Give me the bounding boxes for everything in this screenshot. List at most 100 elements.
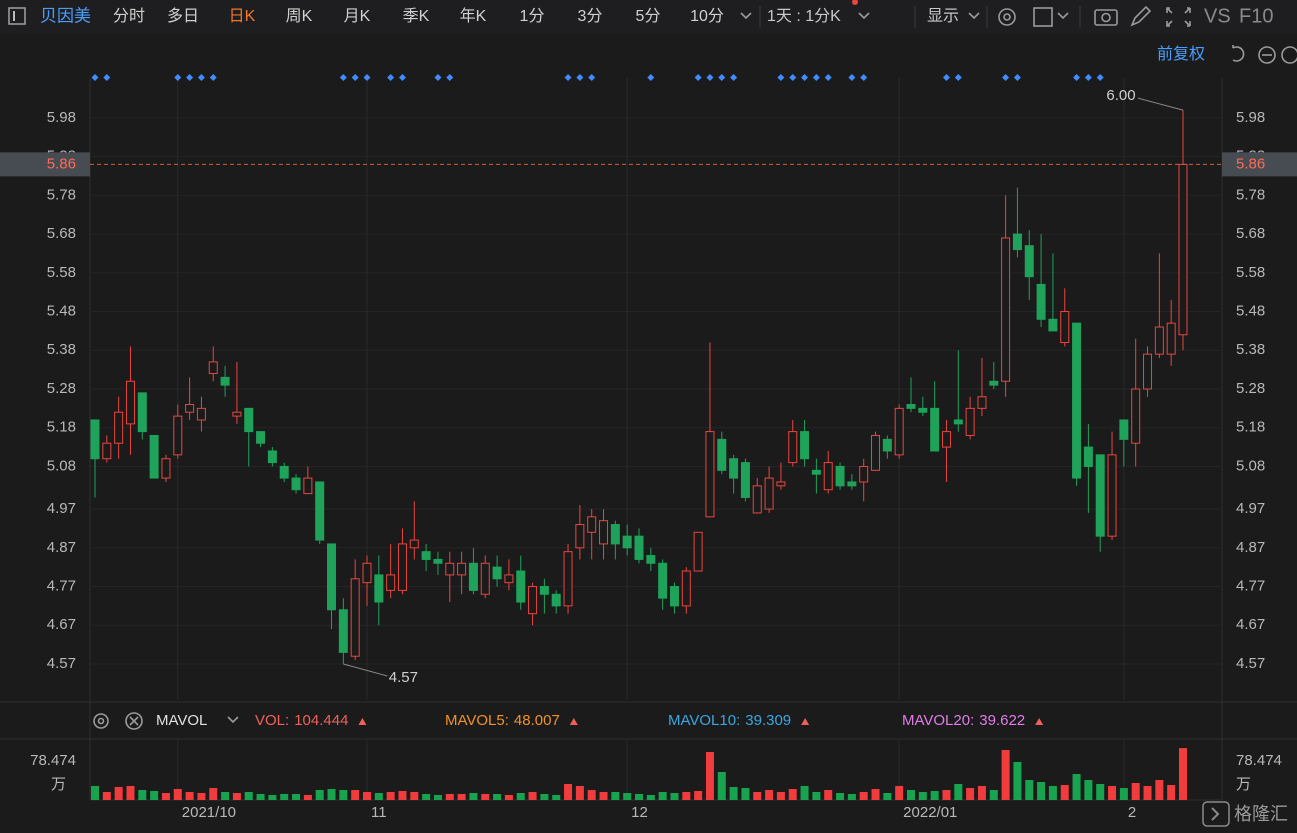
period-tab[interactable]: 季K	[403, 7, 430, 25]
event-marker[interactable]	[103, 74, 111, 81]
period-tab[interactable]: 10分	[690, 7, 724, 25]
event-marker[interactable]	[91, 74, 99, 81]
event-marker[interactable]	[954, 74, 962, 81]
candle-body	[1131, 388, 1141, 444]
period-tab[interactable]: 月K	[344, 8, 371, 25]
volume-bar	[504, 794, 513, 800]
event-marker[interactable]	[706, 74, 714, 81]
fullscreen-button[interactable]	[1166, 7, 1191, 27]
period-more[interactable]	[740, 12, 752, 20]
period-tab[interactable]: 多日	[167, 7, 199, 25]
event-marker[interactable]	[789, 74, 797, 81]
candle-body	[1024, 245, 1034, 278]
period-tab[interactable]: 日K	[229, 8, 256, 25]
volume-bar	[185, 791, 194, 800]
event-marker[interactable]	[694, 74, 702, 81]
candle-body	[1107, 454, 1117, 537]
event-marker[interactable]	[197, 74, 205, 81]
event-marker[interactable]	[812, 74, 820, 81]
current-price-box	[0, 152, 90, 177]
event-marker[interactable]	[363, 74, 371, 81]
zoom-out-button[interactable]	[1258, 46, 1276, 64]
period-tab[interactable]: 1分	[520, 7, 545, 25]
volume-bar	[788, 789, 797, 800]
draw-button[interactable]	[1130, 5, 1152, 27]
volume-bar	[1155, 780, 1164, 800]
vs-button[interactable]: VS	[1204, 5, 1231, 27]
volume-bar	[516, 792, 525, 800]
candle-body	[208, 361, 218, 375]
event-marker[interactable]	[942, 74, 950, 81]
candle-body	[114, 411, 124, 444]
candle-body	[847, 481, 857, 487]
volume-bar	[765, 790, 774, 800]
volume-bar	[292, 793, 301, 800]
settings-button[interactable]	[998, 8, 1016, 26]
candle-body	[1048, 318, 1058, 332]
volume-bar	[599, 791, 608, 800]
event-marker[interactable]	[1096, 74, 1104, 81]
candle-body	[386, 574, 396, 591]
event-marker[interactable]	[1002, 74, 1010, 81]
event-marker[interactable]	[801, 74, 809, 81]
volume-close[interactable]	[125, 712, 143, 730]
period-tab[interactable]: 5分	[636, 7, 661, 25]
candle-body	[504, 574, 514, 584]
zoom-in-button[interactable]	[1281, 46, 1297, 64]
candle-body	[232, 411, 242, 417]
event-marker[interactable]	[647, 74, 655, 81]
event-marker[interactable]	[387, 74, 395, 81]
event-marker[interactable]	[718, 74, 726, 81]
indicator-value: 39.309	[745, 712, 791, 729]
event-marker[interactable]	[339, 74, 347, 81]
volume-bar	[729, 786, 738, 800]
event-marker[interactable]	[860, 74, 868, 81]
event-marker[interactable]	[434, 74, 442, 81]
event-marker[interactable]	[174, 74, 182, 81]
volume-bar	[410, 791, 419, 800]
candle-body	[362, 562, 372, 584]
event-marker[interactable]	[1073, 74, 1081, 81]
volume-bar	[1131, 782, 1140, 800]
period-tab[interactable]: 分时	[113, 7, 145, 25]
sidebar-toggle[interactable]	[8, 7, 26, 25]
event-marker[interactable]	[398, 74, 406, 81]
candle-body	[800, 431, 810, 460]
f10-button[interactable]: F10	[1239, 5, 1273, 27]
event-marker[interactable]	[1013, 74, 1021, 81]
event-marker[interactable]	[209, 74, 217, 81]
event-marker[interactable]	[777, 74, 785, 81]
volume-indicator-select[interactable]: MAVOL	[156, 712, 207, 729]
interval-select[interactable]: 1天 : 1分K	[767, 7, 841, 25]
candle-body	[492, 566, 502, 580]
reset-button[interactable]	[1232, 45, 1245, 62]
event-marker[interactable]	[824, 74, 832, 81]
period-tab[interactable]: 年K	[460, 7, 487, 25]
indicator-button[interactable]	[1033, 7, 1053, 27]
event-marker[interactable]	[730, 74, 738, 81]
volume-bar	[942, 790, 951, 800]
screenshot-button[interactable]	[1094, 9, 1118, 26]
candle-body	[930, 407, 940, 452]
adjust-mode[interactable]: 前复权	[1157, 45, 1205, 63]
volume-bar	[776, 791, 785, 800]
event-marker[interactable]	[446, 74, 454, 81]
period-tab[interactable]: 3分	[578, 7, 603, 25]
event-marker[interactable]	[351, 74, 359, 81]
volume-bar	[327, 789, 336, 800]
stock-name[interactable]: 贝因美	[40, 6, 91, 25]
event-marker[interactable]	[588, 74, 596, 81]
event-marker[interactable]	[576, 74, 584, 81]
y-tick-label-right: 4.67	[1236, 616, 1265, 633]
period-tab[interactable]: 周K	[286, 8, 313, 25]
event-marker[interactable]	[186, 74, 194, 81]
display-menu[interactable]: 显示	[927, 8, 959, 25]
candle-body	[244, 407, 254, 433]
candle-body	[1072, 322, 1082, 479]
y-tick-label-right: 4.77	[1236, 577, 1265, 594]
event-marker[interactable]	[848, 74, 856, 81]
volume-bar	[918, 791, 927, 800]
volume-settings[interactable]	[93, 713, 109, 729]
event-marker[interactable]	[564, 74, 572, 81]
event-marker[interactable]	[1084, 74, 1092, 81]
